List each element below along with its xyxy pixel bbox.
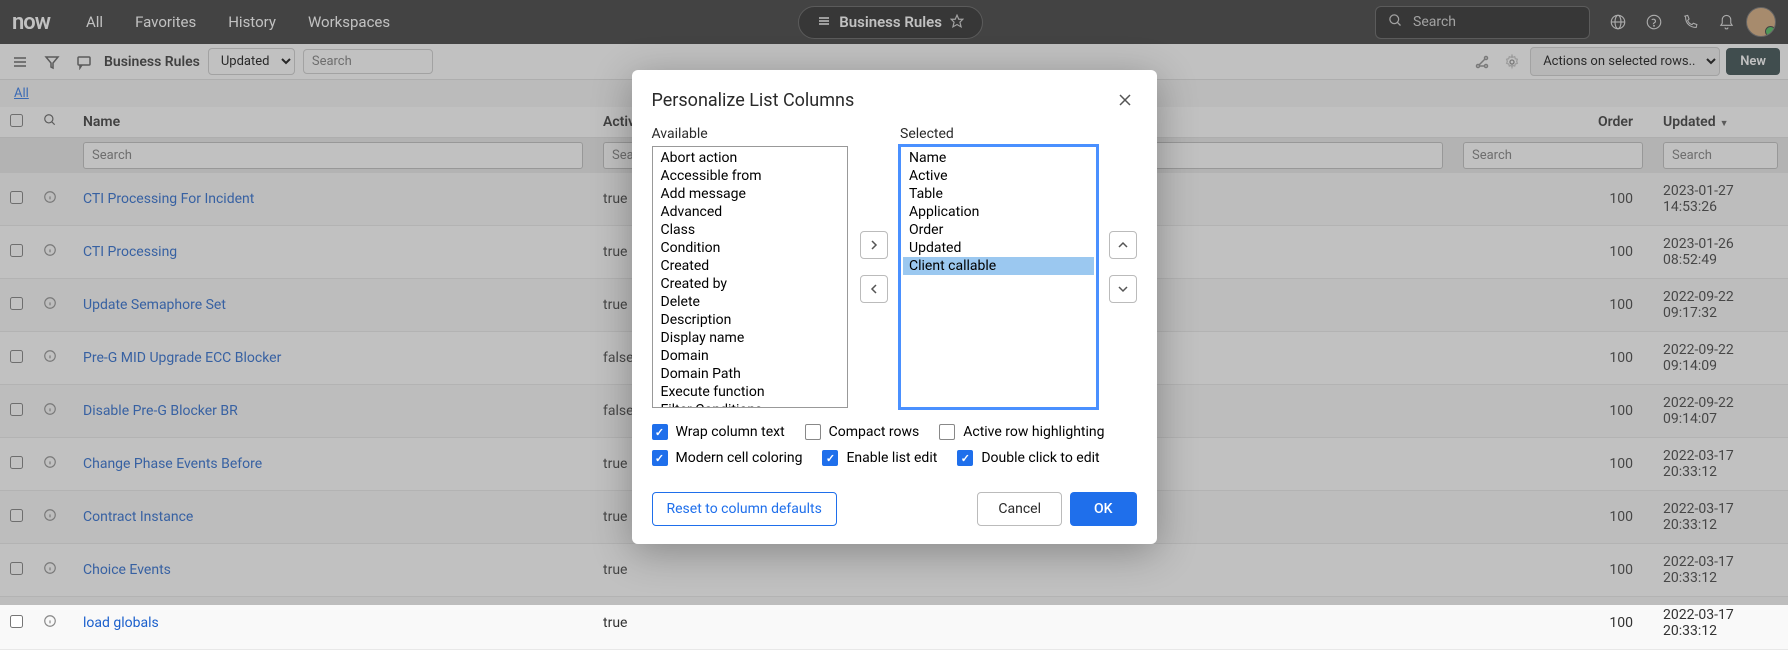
options-row: Wrap column text Compact rows Active row h… [652,424,1137,466]
available-item[interactable]: Display name [655,329,846,347]
option-label: Modern cell coloring [676,450,803,466]
selected-item[interactable]: Order [903,221,1094,239]
option-double-click-to-edit[interactable]: Double click to edit [957,450,1099,466]
option-compact-rows[interactable]: Compact rows [805,424,920,440]
modal-body: Available Abort actionAccessible fromAdd… [632,118,1157,482]
move-left-button[interactable] [860,275,888,303]
columns-layout: Available Abort actionAccessible fromAdd… [652,126,1137,408]
available-item[interactable]: Created [655,257,846,275]
move-down-button[interactable] [1109,275,1137,303]
available-item[interactable]: Class [655,221,846,239]
available-item[interactable]: Add message [655,185,846,203]
available-item[interactable]: Accessible from [655,167,846,185]
option-label: Compact rows [829,424,920,440]
checkbox-icon[interactable] [822,450,838,466]
selected-section: Selected NameActiveTableApplicationOrder… [900,126,1097,408]
available-item[interactable]: Created by [655,275,846,293]
available-item[interactable]: Domain Path [655,365,846,383]
selected-listbox[interactable]: NameActiveTableApplicationOrderUpdatedCl… [900,146,1097,408]
available-label: Available [652,126,849,142]
ok-button[interactable]: OK [1070,492,1137,526]
available-item[interactable]: Domain [655,347,846,365]
reset-button[interactable]: Reset to column defaults [652,492,837,526]
option-label: Double click to edit [981,450,1099,466]
selected-item[interactable]: Name [903,149,1094,167]
checkbox-icon[interactable] [652,424,668,440]
available-listbox[interactable]: Abort actionAccessible fromAdd messageAd… [652,146,849,408]
option-enable-list-edit[interactable]: Enable list edit [822,450,937,466]
checkbox-icon[interactable] [939,424,955,440]
available-section: Available Abort actionAccessible fromAdd… [652,126,849,408]
checkbox-icon[interactable] [957,450,973,466]
modal-title: Personalize List Columns [652,90,855,111]
modal-overlay: Personalize List Columns Available Abort… [0,0,1788,605]
selected-item[interactable]: Table [903,185,1094,203]
available-item[interactable]: Description [655,311,846,329]
checkbox-icon[interactable] [652,450,668,466]
available-item[interactable]: Filter Conditions [655,401,846,408]
reorder-buttons [1109,126,1137,408]
option-label: Wrap column text [676,424,785,440]
footer-right: Cancel OK [977,492,1136,526]
modal-close-button[interactable] [1113,88,1137,112]
move-right-button[interactable] [860,231,888,259]
available-item[interactable]: Condition [655,239,846,257]
selected-item[interactable]: Active [903,167,1094,185]
personalize-modal: Personalize List Columns Available Abort… [632,70,1157,544]
selected-item[interactable]: Application [903,203,1094,221]
option-label: Active row highlighting [963,424,1104,440]
selected-item[interactable]: Client callable [903,257,1094,275]
selected-label: Selected [900,126,1097,142]
option-wrap-column-text[interactable]: Wrap column text [652,424,785,440]
modal-footer: Reset to column defaults Cancel OK [632,482,1157,544]
option-label: Enable list edit [846,450,937,466]
move-buttons [860,126,888,408]
checkbox-icon[interactable] [805,424,821,440]
available-item[interactable]: Execute function [655,383,846,401]
move-up-button[interactable] [1109,231,1137,259]
selected-item[interactable]: Updated [903,239,1094,257]
available-item[interactable]: Abort action [655,149,846,167]
cancel-button[interactable]: Cancel [977,492,1062,526]
row-checkbox[interactable] [10,615,23,628]
option-modern-cell-coloring[interactable]: Modern cell coloring [652,450,803,466]
available-item[interactable]: Delete [655,293,846,311]
option-active-row-highlighting[interactable]: Active row highlighting [939,424,1104,440]
row-name-link[interactable]: load globals [83,615,159,631]
modal-header: Personalize List Columns [632,70,1157,118]
available-item[interactable]: Advanced [655,203,846,221]
